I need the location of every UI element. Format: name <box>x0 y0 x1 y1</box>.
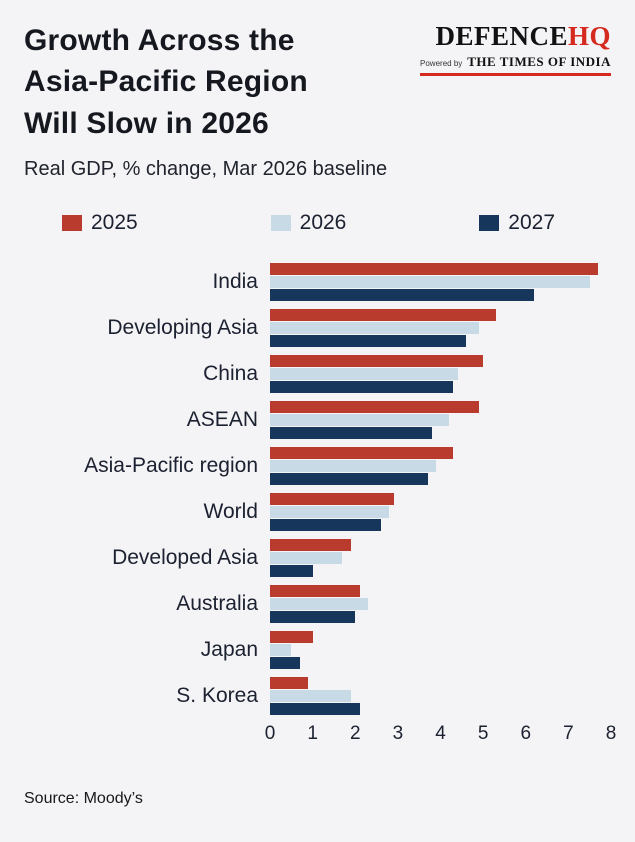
chart-rows: India Developing Asia China ASEAN Asia-Pacif… <box>24 263 611 716</box>
page-title: Growth Across the Asia-Pacific Region Wi… <box>24 20 308 144</box>
bar-2025 <box>270 493 394 506</box>
chart-row: Developed Asia <box>24 539 611 578</box>
category-label: ASEAN <box>186 408 258 432</box>
legend-swatch-2026 <box>270 215 291 232</box>
legend-swatch-2027 <box>479 215 500 232</box>
bar-group <box>270 309 611 348</box>
bar-group <box>270 447 611 486</box>
chart-row: Australia <box>24 585 611 624</box>
header: Growth Across the Asia-Pacific Region Wi… <box>24 18 611 156</box>
bar-2025 <box>270 447 454 460</box>
bar-2027 <box>270 289 535 302</box>
bar-group <box>270 585 611 624</box>
chart-subtitle: Real GDP, % change, Mar 2026 baseline <box>24 158 388 181</box>
bar-chart: India Developing Asia China ASEAN Asia-Pacif… <box>24 263 617 749</box>
chart-legend: 2025 2026 2027 <box>24 211 611 235</box>
chart-row: Asia-Pacific region <box>24 447 611 486</box>
chart-row: World <box>24 493 611 532</box>
bar-2027 <box>270 611 356 624</box>
bar-2025 <box>270 539 351 552</box>
bar-group <box>270 263 611 302</box>
title-line-1: Growth Across the <box>24 24 295 57</box>
bar-2025 <box>270 585 360 598</box>
category-label: Asia-Pacific region <box>84 454 258 478</box>
chart-row: Developing Asia <box>24 309 611 348</box>
legend-label: 2025 <box>91 211 138 235</box>
bar-2027 <box>270 427 432 440</box>
x-axis-tick: 8 <box>605 723 617 745</box>
bar-group <box>270 539 611 578</box>
bar-2026 <box>270 598 369 611</box>
x-axis-tick: 5 <box>477 723 489 745</box>
x-axis: 0 1 2 3 4 5 6 7 8 <box>265 723 617 749</box>
chart-row: ASEAN <box>24 401 611 440</box>
x-axis-tick: 2 <box>349 723 361 745</box>
bar-2026 <box>270 414 450 427</box>
logo-subbrand: Powered by THE TIMES OF INDIA <box>420 54 611 76</box>
category-label: Japan <box>200 638 258 662</box>
bar-group <box>270 493 611 532</box>
chart-row: Japan <box>24 631 611 670</box>
source-note: Source: Moody’s <box>24 790 143 807</box>
category-label: Developed Asia <box>112 546 258 570</box>
chart-row: China <box>24 355 611 394</box>
title-line-3: Will Slow in 2026 <box>24 106 269 140</box>
legend-swatch-2025 <box>62 215 82 232</box>
bar-2027 <box>270 519 381 532</box>
logo-powered-by: Powered by <box>420 58 463 68</box>
bar-2026 <box>270 322 479 335</box>
bar-2025 <box>270 677 309 690</box>
bar-2027 <box>270 473 428 486</box>
x-axis-tick: 7 <box>563 723 574 745</box>
x-axis-tick: 0 <box>264 723 276 745</box>
bar-2027 <box>270 335 467 348</box>
bar-2026 <box>270 644 292 657</box>
bar-2025 <box>270 355 484 368</box>
x-axis-tick: 4 <box>435 723 446 745</box>
x-axis-tick: 3 <box>392 723 404 745</box>
x-axis-tick: 6 <box>520 723 532 745</box>
bar-2025 <box>270 309 496 322</box>
bar-group <box>270 677 611 716</box>
bar-2026 <box>270 552 343 565</box>
logo-times-of-india: THE TIMES OF INDIA <box>467 53 611 69</box>
bar-2026 <box>270 460 437 473</box>
bar-2025 <box>270 263 599 276</box>
logo-text-defence: DEFENCE <box>435 21 568 51</box>
bar-2027 <box>270 703 360 716</box>
bar-2026 <box>270 690 351 703</box>
bar-group <box>270 631 611 670</box>
chart-row: S. Korea <box>24 677 611 716</box>
bar-group <box>270 401 611 440</box>
legend-item-2027: 2027 <box>479 211 555 235</box>
legend-item-2026: 2026 <box>270 211 347 235</box>
title-line-2: Asia-Pacific Region <box>24 65 308 99</box>
bar-2025 <box>270 631 313 644</box>
bar-2027 <box>270 657 300 670</box>
bar-2027 <box>270 381 454 394</box>
chart-row: India <box>24 263 611 302</box>
category-label: World <box>203 500 258 524</box>
category-label: Australia <box>176 592 258 616</box>
bar-2026 <box>270 276 590 289</box>
legend-label: 2026 <box>299 211 347 235</box>
logo-wordmark: DEFENCEHQ <box>420 21 611 52</box>
bar-2026 <box>270 506 390 519</box>
bar-2027 <box>270 565 313 578</box>
category-label: S. Korea <box>176 684 258 708</box>
legend-label: 2027 <box>508 211 555 235</box>
bar-2025 <box>270 401 479 414</box>
category-label: China <box>203 362 258 386</box>
bar-group <box>270 355 611 394</box>
x-axis-tick: 1 <box>307 723 318 745</box>
brand-logo: DEFENCEHQ Powered by THE TIMES OF INDIA <box>420 18 611 76</box>
category-label: India <box>212 270 258 294</box>
bar-2026 <box>270 368 458 381</box>
legend-item-2025: 2025 <box>62 211 138 235</box>
logo-text-hq: HQ <box>567 21 611 51</box>
category-label: Developing Asia <box>107 316 258 340</box>
